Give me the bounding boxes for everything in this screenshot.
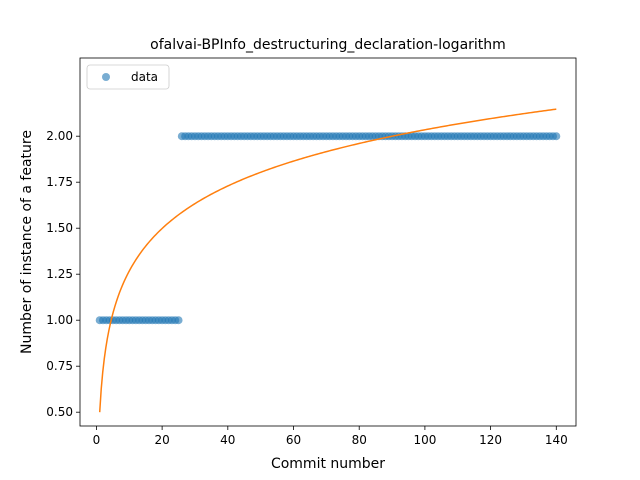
legend-box [86, 64, 170, 90]
y-tick-label: 1.25 [46, 267, 73, 281]
y-axis-label: Number of instance of a feature [19, 130, 35, 354]
legend-label-data: data [131, 70, 158, 84]
x-tick-label: 60 [286, 433, 301, 447]
x-axis: 0 20 40 60 80 100 120 140 [93, 426, 568, 447]
x-tick-label: 40 [220, 433, 235, 447]
x-axis-label: Commit number [271, 456, 385, 472]
y-tick-label: 1.50 [46, 221, 73, 235]
x-tick-label: 80 [352, 433, 367, 447]
plot-frame [79, 57, 577, 427]
data-points [95, 132, 561, 325]
x-tick-label: 120 [479, 433, 502, 447]
data-point [174, 316, 183, 325]
y-axis: 0.50 0.75 1.00 1.25 1.50 1.75 2.00 [46, 129, 80, 419]
fit-curve [98, 108, 557, 413]
plot-background [80, 58, 576, 426]
plot-area [79, 57, 577, 427]
chart-title: ofalvai-BPInfo_destructuring_declaration… [150, 37, 506, 53]
x-tick-label: 0 [93, 433, 101, 447]
legend-marker-data [102, 73, 110, 81]
y-tick-label: 1.00 [46, 313, 73, 327]
y-tick-label: 2.00 [46, 129, 73, 143]
y-tick-label: 1.75 [46, 175, 73, 189]
x-tick-label: 20 [154, 433, 169, 447]
x-tick-label: 140 [545, 433, 568, 447]
y-tick-label: 0.75 [46, 359, 73, 373]
data-point [552, 132, 561, 141]
x-tick-label: 100 [413, 433, 436, 447]
legend: data [86, 64, 170, 90]
y-tick-label: 0.50 [46, 405, 73, 419]
